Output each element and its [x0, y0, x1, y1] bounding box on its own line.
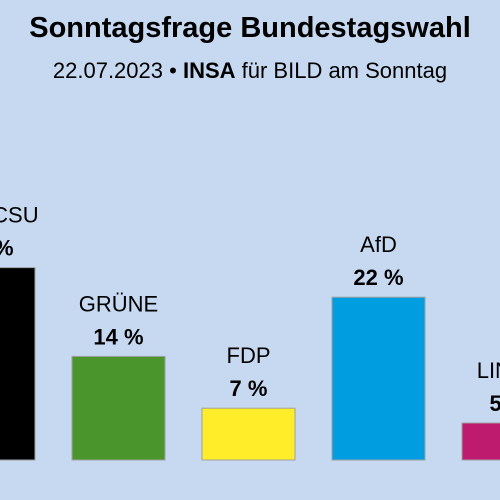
bar-fdp — [201, 407, 296, 461]
chart-title: Sonntagsfrage Bundestagswahl — [29, 12, 471, 44]
bar-label-fdp: FDP — [227, 343, 271, 368]
bar-value-gruene: 14 % — [93, 324, 143, 349]
bar-gruene — [71, 355, 166, 461]
bar-afd — [331, 296, 426, 461]
bar-linke — [461, 422, 500, 461]
bar-value-fdp: 7 % — [230, 376, 268, 401]
bar-value-afd: 22 % — [353, 265, 403, 290]
bar-label-cdu-csu: CDU/CSU — [0, 203, 39, 228]
subtitle-institute: INSA — [182, 58, 236, 83]
subtitle-date: 22.07.2023 — [52, 58, 163, 83]
subtitle-client: für BILD am Sonntag — [241, 58, 448, 83]
bar-label-linke: LINKE — [477, 358, 500, 383]
bar-value-linke: 5 % — [490, 391, 500, 416]
bar-label-afd: AfD — [360, 232, 397, 257]
bar-value-cdu-csu: 26 % — [0, 236, 14, 261]
chart-subtitle: 22.07.2023 • INSA für BILD am Sonntag — [0, 58, 500, 84]
subtitle-separator: • — [169, 58, 177, 83]
bar-label-gruene: GRÜNE — [79, 291, 158, 316]
bar-cdu-csu — [0, 267, 36, 461]
